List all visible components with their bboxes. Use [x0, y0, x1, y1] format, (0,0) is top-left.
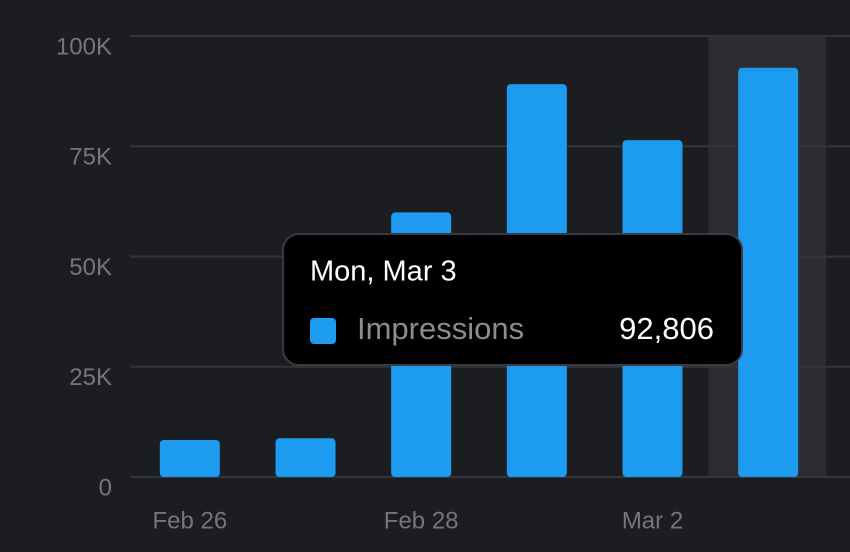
bar	[275, 438, 336, 477]
x-tick-label: Mar 2	[622, 507, 683, 534]
tooltip-title: Mon, Mar 3	[310, 256, 457, 288]
y-tick-label: 0	[99, 474, 112, 501]
y-tick-label: 50K	[69, 254, 112, 281]
bar	[159, 439, 220, 477]
x-tick-label: Feb 28	[384, 507, 459, 534]
legend-swatch	[310, 318, 336, 344]
legend-label: Impressions	[357, 311, 524, 346]
value-label: 92,806	[619, 311, 714, 346]
y-tick-label: 75K	[69, 144, 112, 171]
x-tick-label: Feb 26	[152, 507, 227, 534]
tooltip-box	[282, 233, 743, 366]
y-tick-label: 25K	[69, 364, 112, 391]
bar	[738, 67, 799, 478]
y-tick-label: 100K	[56, 33, 112, 60]
tooltip: Mon, Mar 3 Impressions 92,806	[282, 233, 743, 366]
